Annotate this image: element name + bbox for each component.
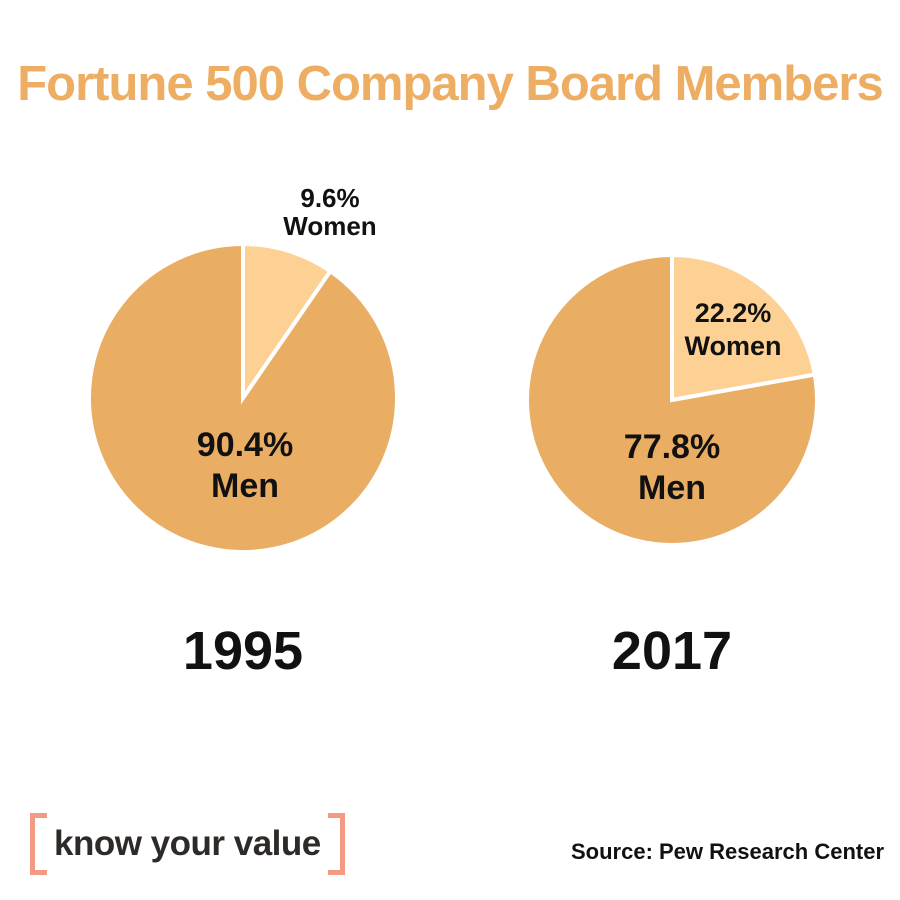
label-2017-women-text: Women (684, 331, 782, 361)
label-1995-women-percent: 9.6% (300, 183, 360, 213)
pie-chart-1995 (87, 241, 399, 554)
label-1995-women-text: Women (283, 211, 377, 241)
label-1995-men-percent: 90.4% (196, 426, 294, 464)
label-1995-men: 90.4% Men (145, 425, 345, 507)
pie-chart-2017 (525, 252, 819, 547)
pie-slice-men (87, 241, 399, 554)
label-1995-men-text: Men (211, 467, 279, 505)
chart-title: Fortune 500 Company Board Members (17, 57, 884, 111)
label-2017-men-text: Men (638, 469, 706, 507)
label-2017-men-percent: 77.8% (623, 428, 721, 466)
label-2017-women: 22.2% Women (653, 297, 813, 363)
year-label-2017: 2017 (611, 621, 733, 681)
source-attribution: Source: Pew Research Center (570, 839, 885, 864)
right-bracket-icon (327, 813, 345, 875)
label-2017-men: 77.8% Men (572, 427, 772, 509)
label-1995-women: 9.6% Women (250, 184, 410, 240)
logo-text: know your value (54, 824, 321, 863)
label-2017-women-percent: 22.2% (694, 298, 772, 328)
pie-slice-women (670, 252, 818, 403)
pie-slice-men (525, 252, 819, 547)
know-your-value-logo: know your value (30, 811, 345, 877)
left-bracket-icon (30, 813, 47, 875)
year-label-1995: 1995 (182, 621, 304, 681)
